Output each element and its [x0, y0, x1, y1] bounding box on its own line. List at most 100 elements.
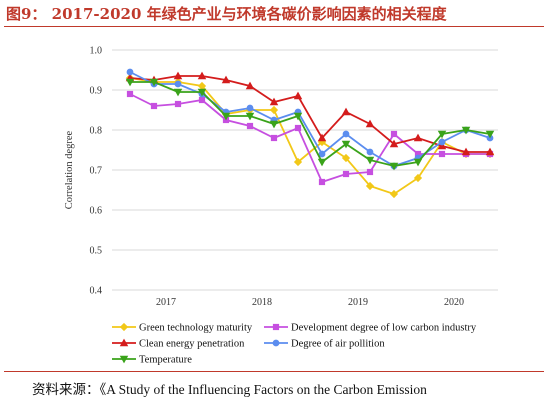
y-tick-label: 0.5 [90, 246, 103, 257]
series-line [129, 77, 490, 195]
data-point [198, 96, 206, 104]
data-point [413, 158, 423, 167]
x-tick-label: 2019 [348, 297, 368, 308]
legend-label: Clean energy penetration [139, 339, 245, 350]
data-point [389, 139, 399, 148]
data-point [413, 173, 423, 183]
series-line [129, 93, 490, 184]
x-tick-label: 2018 [252, 297, 272, 308]
data-point [293, 157, 303, 167]
series-layer [125, 68, 495, 199]
data-point [342, 170, 350, 178]
legend: Green technology maturity Development deg… [112, 323, 477, 366]
legend-marker [119, 322, 129, 332]
legend-item: Degree of air pollition [264, 339, 385, 350]
data-point [365, 181, 375, 191]
data-point [390, 130, 398, 138]
series-2 [125, 71, 495, 156]
data-point [293, 112, 303, 121]
legend-label: Temperature [139, 355, 192, 366]
data-point [318, 150, 326, 158]
series-line [129, 71, 491, 167]
y-tick-label: 0.7 [90, 166, 103, 177]
y-tick-label: 1.0 [90, 46, 103, 57]
data-point [246, 122, 254, 130]
source-rule [4, 371, 544, 372]
data-point [438, 138, 446, 146]
data-point [389, 189, 399, 199]
legend-item: Clean energy penetration [112, 339, 245, 350]
series-line [130, 81, 491, 167]
data-point [197, 88, 207, 97]
data-point [245, 112, 255, 121]
legend-label: Development degree of low carbon industr… [291, 323, 477, 334]
data-point [437, 130, 447, 139]
y-tick-label: 0.9 [90, 86, 103, 97]
series-0 [125, 73, 495, 199]
legend-label: Degree of air pollition [291, 339, 385, 350]
data-point [246, 104, 254, 112]
data-point [174, 100, 182, 108]
data-point [413, 133, 423, 142]
data-point [173, 88, 183, 97]
data-point [318, 178, 326, 186]
data-point [438, 150, 446, 158]
data-point [125, 78, 135, 87]
y-tick-label: 0.8 [90, 126, 103, 137]
legend-item: Green technology maturity [112, 323, 253, 334]
data-point [317, 133, 327, 142]
data-point [126, 90, 134, 98]
data-point [365, 156, 375, 165]
y-tick-label: 0.4 [90, 286, 103, 297]
data-point [461, 126, 471, 135]
x-tick-label: 2020 [444, 297, 464, 308]
y-axis-title: Correlation degree [64, 130, 75, 209]
data-point [245, 81, 255, 90]
data-point [485, 130, 495, 139]
data-point [173, 71, 183, 80]
title-rule [4, 26, 544, 27]
data-point [126, 68, 134, 76]
data-point [485, 147, 495, 156]
x-tick-labels: 2017 2018 2019 2020 [156, 297, 464, 308]
x-tick-label: 2017 [156, 297, 176, 308]
data-point [197, 71, 207, 80]
data-point [389, 162, 399, 171]
legend-marker [119, 338, 129, 347]
data-point [269, 105, 279, 115]
data-point [221, 112, 231, 121]
y-tick-labels: 0.4 0.5 0.6 0.7 0.8 0.9 1.0 [90, 46, 103, 297]
data-point [317, 158, 327, 167]
legend-label: Green technology maturity [139, 323, 253, 334]
data-point [341, 153, 351, 163]
data-point [221, 75, 231, 84]
legend-marker [119, 355, 129, 364]
data-point [270, 134, 278, 142]
data-point [269, 120, 279, 129]
data-point [366, 148, 374, 156]
data-point [341, 140, 351, 149]
figure-title: 图9： 2017-2020 年绿色产业与环境各碳价影响因素的相关程度 [6, 5, 447, 23]
data-point [150, 102, 158, 110]
data-point [294, 124, 302, 132]
data-point [149, 78, 159, 87]
legend-marker [272, 323, 280, 331]
data-point [366, 168, 374, 176]
data-point [341, 107, 351, 116]
legend-item: Development degree of low carbon industr… [264, 323, 477, 334]
y-tick-label: 0.6 [90, 206, 103, 217]
series-line [129, 75, 490, 153]
grid-layer [112, 49, 498, 291]
data-point [269, 97, 279, 106]
legend-item: Temperature [112, 355, 192, 366]
legend-marker [272, 339, 280, 347]
data-point [461, 147, 471, 156]
data-point [437, 141, 447, 150]
data-point [365, 119, 375, 128]
series-4 [125, 78, 495, 171]
chart-svg: 0.4 0.5 0.6 0.7 0.8 0.9 1.0 2017 2018 2019 2020 C… [64, 46, 498, 366]
data-point [174, 80, 182, 88]
source-note: 资料来源：《A Study of the Influencing Factors… [32, 382, 427, 397]
data-point [293, 91, 303, 100]
data-point [342, 130, 350, 138]
